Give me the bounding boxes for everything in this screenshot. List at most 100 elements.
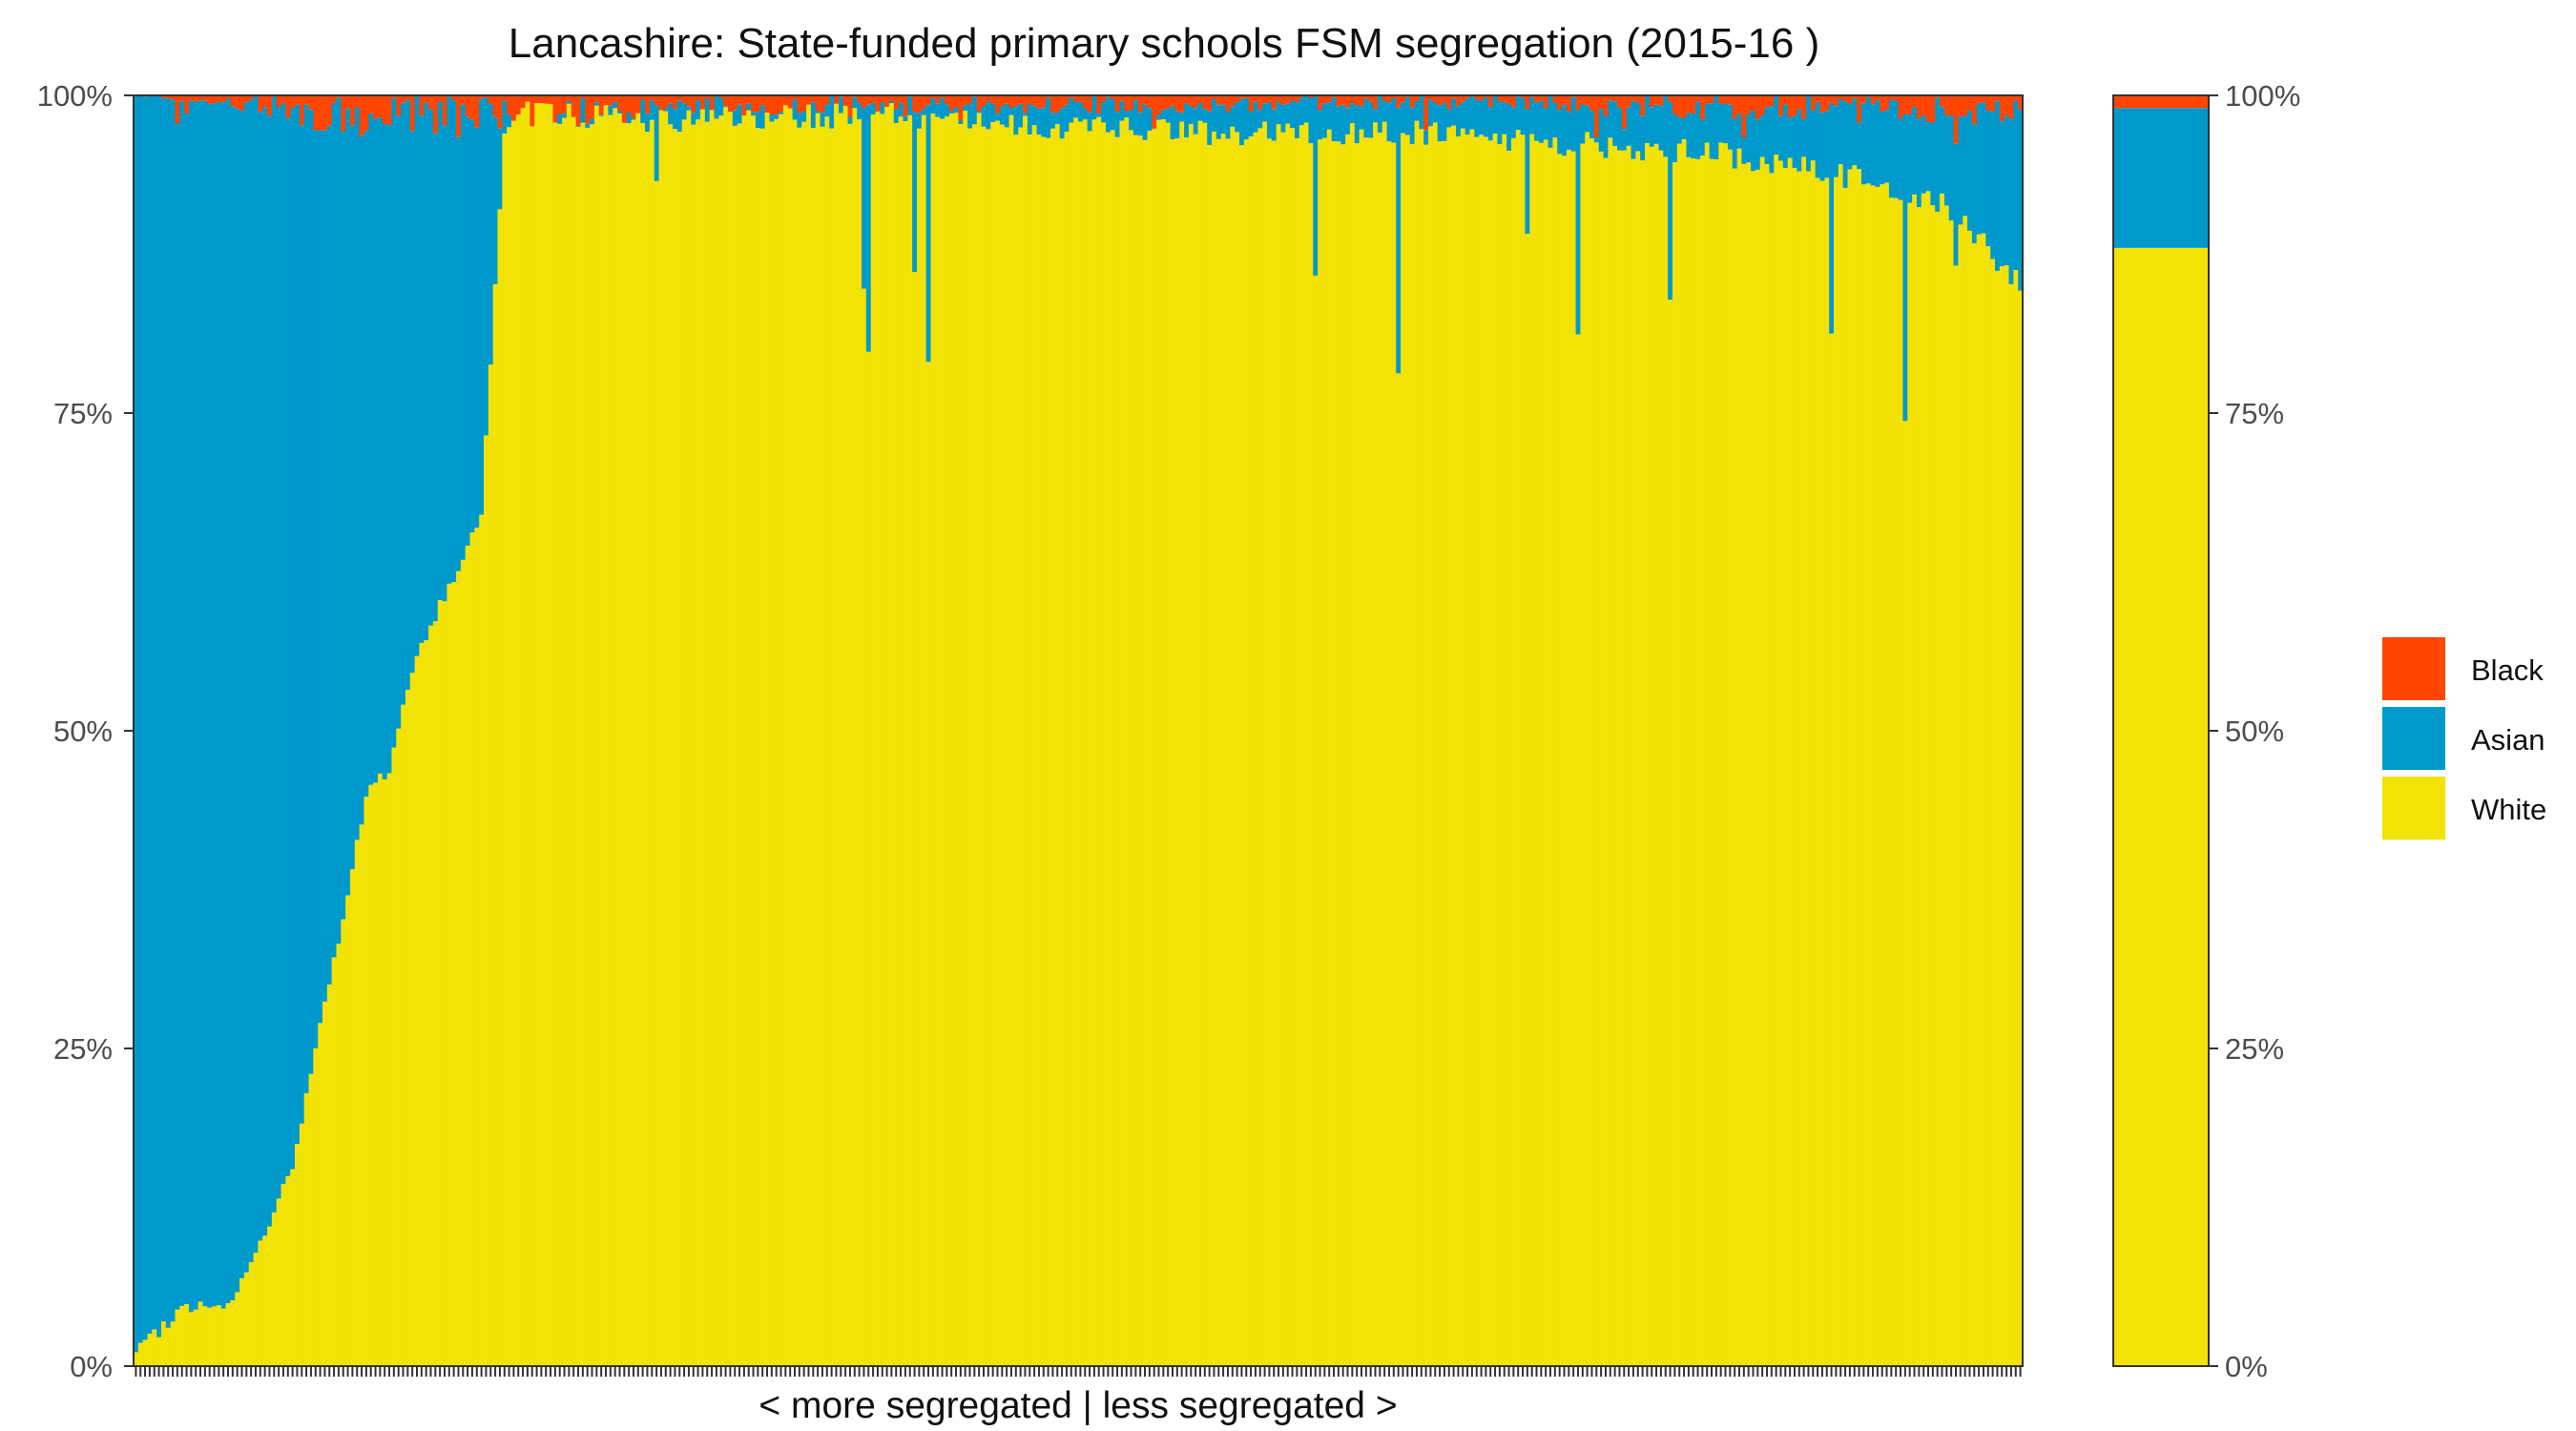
school-bar-asian-segment	[1235, 102, 1240, 133]
school-bar-white-segment	[349, 869, 356, 1366]
school-bar-white-segment	[613, 108, 618, 1366]
school-bar-asian-segment	[1340, 104, 1346, 145]
school-bar-white-segment	[160, 1321, 167, 1366]
school-bar-asian-segment	[1676, 116, 1683, 144]
school-bar-black-segment	[1829, 95, 1835, 103]
school-bar-asian-segment	[1446, 109, 1452, 128]
school-bar-black-segment	[1142, 95, 1148, 105]
school-bar-black-segment	[202, 95, 208, 101]
school-bar-white-segment	[759, 128, 766, 1366]
school-bar-asian-segment	[912, 112, 918, 273]
school-bar-black-segment	[373, 95, 379, 119]
school-bar-white-segment	[668, 124, 674, 1366]
school-bar-white-segment	[1593, 142, 1600, 1366]
school-bar-white-segment	[944, 116, 950, 1366]
school-bar-white-segment	[1432, 122, 1439, 1366]
school-bar-black-segment	[1004, 95, 1009, 104]
school-bar-black-segment	[1318, 95, 1323, 111]
school-bar-asian-segment	[557, 114, 563, 124]
school-bar-white-segment	[1570, 151, 1576, 1366]
school-bar-black-segment	[1958, 95, 1963, 117]
school-bar-white-segment	[345, 895, 351, 1366]
school-bar-black-segment	[456, 95, 462, 137]
left-y-tick-label: 100%	[37, 79, 113, 113]
school-bar-asian-segment	[170, 99, 176, 1322]
school-bar-white-segment	[940, 118, 945, 1367]
school-bar-black-segment	[295, 95, 301, 105]
school-bar-asian-segment	[405, 99, 411, 691]
school-bar-asian-segment	[1437, 105, 1443, 142]
school-bar-black-segment	[1156, 95, 1162, 115]
school-bar-asian-segment	[1373, 109, 1379, 123]
school-bar-white-segment	[1958, 224, 1963, 1366]
school-bar-asian-segment	[1428, 99, 1434, 127]
school-bar-white-segment	[1930, 205, 1936, 1366]
school-bar-black-segment	[401, 95, 406, 103]
school-bar-black-segment	[613, 95, 618, 102]
school-bar-asian-segment	[1137, 112, 1144, 136]
school-bar-asian-segment	[1686, 113, 1692, 157]
school-bar-white-segment	[1714, 159, 1719, 1366]
school-bar-black-segment	[1672, 95, 1678, 114]
school-bar-black-segment	[862, 95, 867, 109]
school-bar-white-segment	[377, 773, 384, 1366]
school-bar-white-segment	[1608, 137, 1613, 1366]
school-bar-white-segment	[137, 1342, 144, 1366]
school-bar-white-segment	[566, 103, 572, 1366]
school-bar-white-segment	[1124, 117, 1130, 1366]
school-bar-white-segment	[2004, 265, 2009, 1366]
school-bar-white-segment	[1538, 142, 1545, 1367]
school-bar-asian-segment	[1593, 137, 1600, 143]
school-bar-asian-segment	[732, 110, 738, 126]
school-bar-white-segment	[1658, 150, 1664, 1366]
school-bar-asian-segment	[1935, 97, 1941, 212]
school-bar-black-segment	[322, 95, 328, 131]
school-bar-white-segment	[507, 127, 512, 1366]
school-bar-black-segment	[1220, 95, 1226, 105]
school-bar-black-segment	[1893, 95, 1900, 102]
school-bar-white-segment	[1806, 171, 1812, 1367]
school-bar-asian-segment	[1290, 100, 1296, 129]
school-bar-asian-segment	[1723, 103, 1729, 144]
school-bar-white-segment	[925, 362, 931, 1366]
school-bar-white-segment	[1704, 142, 1711, 1366]
school-bar-asian-segment	[1976, 103, 1982, 235]
school-bar-asian-segment	[488, 104, 494, 365]
school-bar-black-segment	[1331, 95, 1337, 98]
school-bar-white-segment	[1046, 137, 1051, 1367]
school-bar-asian-segment	[907, 96, 913, 115]
school-bar-white-segment	[1598, 151, 1604, 1366]
school-bar-black-segment	[668, 95, 674, 104]
school-bar-white-segment	[608, 114, 613, 1366]
school-bar-asian-segment	[1132, 99, 1139, 135]
school-bar-asian-segment	[322, 130, 328, 1002]
school-bar-white-segment	[543, 103, 550, 1367]
school-bar-black-segment	[1479, 95, 1485, 101]
school-bar-black-segment	[1612, 95, 1618, 102]
school-bar-asian-segment	[1764, 107, 1770, 164]
school-bar-asian-segment	[1782, 104, 1789, 168]
school-bar-white-segment	[1529, 134, 1535, 1366]
school-bar-white-segment	[1497, 144, 1503, 1367]
school-bar-black-segment	[1290, 95, 1296, 101]
school-bar-asian-segment	[797, 113, 802, 128]
school-bar-white-segment	[1059, 138, 1065, 1367]
school-bar-black-segment	[1243, 95, 1250, 98]
right-y-tick-label: 50%	[2225, 715, 2284, 748]
school-bar-white-segment	[276, 1198, 281, 1366]
school-bar-white-segment	[1755, 169, 1761, 1366]
school-bar-white-segment	[1129, 130, 1134, 1367]
school-bar-black-segment	[1741, 95, 1747, 137]
school-bar-white-segment	[1645, 142, 1651, 1367]
school-bar-white-segment	[1193, 134, 1198, 1366]
school-bar-white-segment	[880, 114, 885, 1366]
school-bar-white-segment	[1649, 146, 1655, 1366]
school-bar-asian-segment	[916, 113, 923, 129]
school-bar-white-segment	[1925, 191, 1931, 1366]
school-bar-white-segment	[1368, 137, 1374, 1366]
school-bar-asian-segment	[326, 125, 333, 985]
school-bar-white-segment	[1235, 132, 1240, 1366]
school-bar-white-segment	[1202, 122, 1208, 1367]
school-bar-asian-segment	[1262, 103, 1268, 122]
school-bar-asian-segment	[963, 105, 968, 112]
